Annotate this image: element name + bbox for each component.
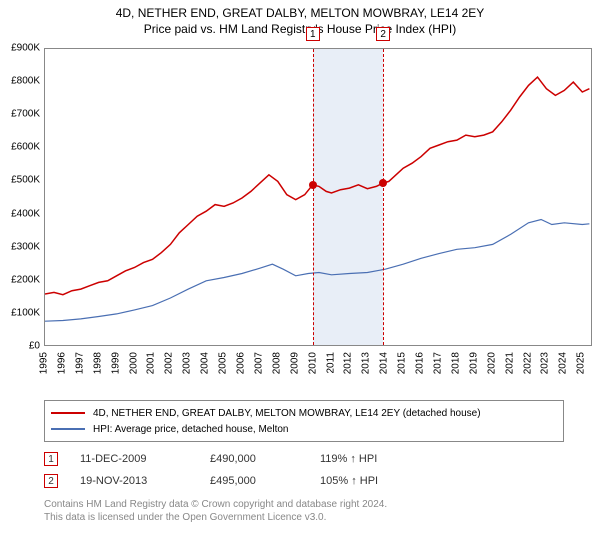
xtick-label: 2015 <box>397 352 408 374</box>
title-subtitle: Price paid vs. HM Land Registry's House … <box>0 22 600 36</box>
ytick-label: £700K <box>11 109 40 120</box>
legend-label: 4D, NETHER END, GREAT DALBY, MELTON MOWB… <box>93 408 481 419</box>
xtick-label: 2014 <box>379 352 390 374</box>
sale-num-box: 1 <box>44 452 58 466</box>
plot-area: 12 <box>44 48 592 346</box>
xtick-label: 2000 <box>128 352 139 374</box>
xtick-label: 2006 <box>235 352 246 374</box>
legend-row: HPI: Average price, detached house, Melt… <box>51 421 557 437</box>
xtick-label: 2025 <box>576 352 587 374</box>
xtick-label: 2017 <box>432 352 443 374</box>
sale-point <box>309 181 317 189</box>
ytick-label: £600K <box>11 142 40 153</box>
sale-row: 2 19-NOV-2013£495,000105% ↑ HPI <box>44 470 564 492</box>
xtick-label: 2004 <box>200 352 211 374</box>
ytick-label: £500K <box>11 175 40 186</box>
sale-vline <box>313 49 314 345</box>
ytick-label: £100K <box>11 307 40 318</box>
xtick-label: 2011 <box>325 352 336 374</box>
sale-row: 1 11-DEC-2009£490,000119% ↑ HPI <box>44 448 564 470</box>
attribution-line2: This data is licensed under the Open Gov… <box>44 511 564 524</box>
xtick-label: 1998 <box>92 352 103 374</box>
sale-hpi: 119% ↑ HPI <box>320 453 564 465</box>
sale-point <box>379 179 387 187</box>
chart-container: 4D, NETHER END, GREAT DALBY, MELTON MOWB… <box>0 0 600 560</box>
xtick-label: 2012 <box>343 352 354 374</box>
xtick-label: 2002 <box>164 352 175 374</box>
y-axis: £0£100K£200K£300K£400K£500K£600K£700K£80… <box>0 48 44 346</box>
xtick-label: 2003 <box>182 352 193 374</box>
sale-vline <box>383 49 384 345</box>
attribution: Contains HM Land Registry data © Crown c… <box>44 498 564 524</box>
xtick-label: 2021 <box>504 352 515 374</box>
sale-marker-1: 1 <box>306 27 320 41</box>
sale-price: £490,000 <box>210 453 320 465</box>
legend-swatch <box>51 428 85 430</box>
xtick-label: 1996 <box>56 352 67 374</box>
xtick-label: 2001 <box>146 352 157 374</box>
xtick-label: 1997 <box>74 352 85 374</box>
ytick-label: £800K <box>11 76 40 87</box>
sale-hpi: 105% ↑ HPI <box>320 475 564 487</box>
xtick-label: 2009 <box>289 352 300 374</box>
xtick-label: 2005 <box>218 352 229 374</box>
ytick-label: £900K <box>11 43 40 54</box>
xtick-label: 2016 <box>415 352 426 374</box>
sale-price: £495,000 <box>210 475 320 487</box>
xtick-label: 2024 <box>558 352 569 374</box>
sale-marker-2: 2 <box>376 27 390 41</box>
chart-wrap: 12 £0£100K£200K£300K£400K£500K£600K£700K… <box>44 48 592 380</box>
ytick-label: £300K <box>11 241 40 252</box>
xtick-label: 2010 <box>307 352 318 374</box>
xtick-label: 2019 <box>468 352 479 374</box>
xtick-label: 2008 <box>271 352 282 374</box>
legend: 4D, NETHER END, GREAT DALBY, MELTON MOWB… <box>44 400 564 442</box>
sale-num-box: 2 <box>44 474 58 488</box>
series-line <box>45 77 589 295</box>
ytick-label: £400K <box>11 208 40 219</box>
legend-swatch <box>51 412 85 414</box>
sales-list: 1 11-DEC-2009£490,000119% ↑ HPI 2 19-NOV-20… <box>44 448 564 492</box>
xtick-label: 2007 <box>253 352 264 374</box>
sale-date: 11-DEC-2009 <box>80 453 210 465</box>
xtick-label: 2023 <box>540 352 551 374</box>
xtick-label: 2013 <box>361 352 372 374</box>
xtick-label: 2022 <box>522 352 533 374</box>
title-block: 4D, NETHER END, GREAT DALBY, MELTON MOWB… <box>0 0 600 38</box>
ytick-label: £0 <box>29 341 40 352</box>
xtick-label: 1999 <box>110 352 121 374</box>
xtick-label: 1995 <box>39 352 50 374</box>
ytick-label: £200K <box>11 274 40 285</box>
line-series-svg <box>45 49 593 347</box>
legend-row: 4D, NETHER END, GREAT DALBY, MELTON MOWB… <box>51 405 557 421</box>
attribution-line1: Contains HM Land Registry data © Crown c… <box>44 498 564 511</box>
sale-date: 19-NOV-2013 <box>80 475 210 487</box>
xtick-label: 2020 <box>486 352 497 374</box>
xtick-label: 2018 <box>450 352 461 374</box>
x-axis: 1995199619971998199920002001200220032004… <box>44 346 592 380</box>
legend-label: HPI: Average price, detached house, Melt… <box>93 424 289 435</box>
title-address: 4D, NETHER END, GREAT DALBY, MELTON MOWB… <box>0 6 600 20</box>
